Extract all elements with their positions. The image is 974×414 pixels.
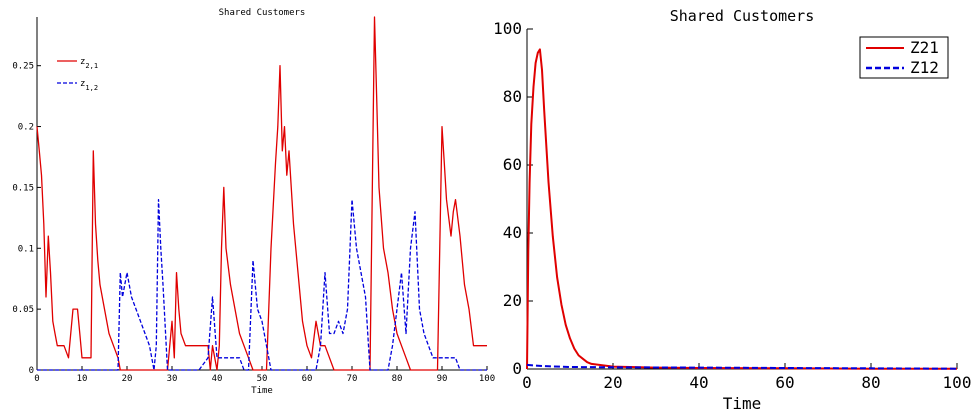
x-tick-label: 80 — [861, 373, 880, 392]
x-tick-label: 100 — [479, 374, 495, 384]
left-series — [36, 16, 487, 371]
series-line-z12 — [37, 198, 487, 371]
y-tick-label: 40 — [503, 223, 522, 242]
x-tick-label: 0 — [34, 374, 39, 384]
x-tick-label: 40 — [689, 373, 708, 392]
y-tick-label: 60 — [503, 155, 522, 174]
legend-label-z21: z2,1 — [80, 57, 98, 70]
y-tick-label: 0.1 — [18, 244, 34, 254]
legend-label-Z21: Z21 — [910, 38, 939, 57]
y-tick-label: 0.15 — [12, 183, 34, 193]
x-tick-label: 70 — [347, 374, 358, 384]
x-tick-label: 100 — [943, 373, 972, 392]
right-chart: Shared Customers 0 20 40 60 80 100 0 20 40 60 80 10… — [493, 7, 971, 413]
right-series — [526, 48, 958, 370]
y-tick-label: 0.05 — [12, 305, 34, 315]
left-chart: Shared Customers 0 10 20 30 40 50 60 70 80 90 1000… — [12, 8, 495, 396]
series-line-Z12 — [526, 363, 958, 370]
left-plot-area: 0 10 20 30 40 50 60 70 80 90 100 0 0.05 0.1 0.15 0.2 0.2… — [12, 16, 495, 384]
x-tick-label: 40 — [212, 374, 223, 384]
series-line-z21 — [36, 16, 487, 371]
left-ticks: 0 10 20 30 40 50 60 70 80 90 100 0 0.05 0.1 0.15 0.2 0.2… — [12, 62, 495, 384]
left-chart-title: Shared Customers — [219, 8, 306, 18]
x-tick-label: 10 — [77, 374, 88, 384]
left-x-axis-label: Time — [251, 386, 273, 396]
y-tick-label: 80 — [503, 87, 522, 106]
y-tick-label: 100 — [493, 19, 522, 38]
x-tick-label: 20 — [603, 373, 622, 392]
x-tick-label: 0 — [522, 373, 532, 392]
x-tick-label: 60 — [775, 373, 794, 392]
right-chart-title: Shared Customers — [670, 7, 815, 25]
y-tick-label: 0.25 — [12, 62, 34, 72]
x-tick-label: 80 — [392, 374, 403, 384]
legend-label-Z12: Z12 — [910, 58, 939, 77]
y-tick-label: 20 — [503, 291, 522, 310]
right-x-axis-label: Time — [723, 394, 762, 413]
y-tick-label: 0 — [29, 366, 34, 376]
series-line-Z21 — [526, 48, 958, 370]
y-tick-label: 0 — [512, 359, 522, 378]
x-tick-label: 60 — [302, 374, 313, 384]
legend-label-z12: z1,2 — [80, 79, 98, 92]
x-tick-label: 30 — [167, 374, 178, 384]
right-legend: Z21 Z12 — [859, 36, 949, 79]
left-legend: z2,1 z1,2 — [57, 57, 98, 92]
right-plot-area: 0 20 40 60 80 100 0 20 40 60 80 100 — [493, 19, 971, 392]
x-tick-label: 50 — [257, 374, 268, 384]
x-tick-label: 90 — [437, 374, 448, 384]
y-tick-label: 0.2 — [18, 123, 34, 133]
legend-box — [859, 36, 949, 79]
x-tick-label: 20 — [122, 374, 133, 384]
